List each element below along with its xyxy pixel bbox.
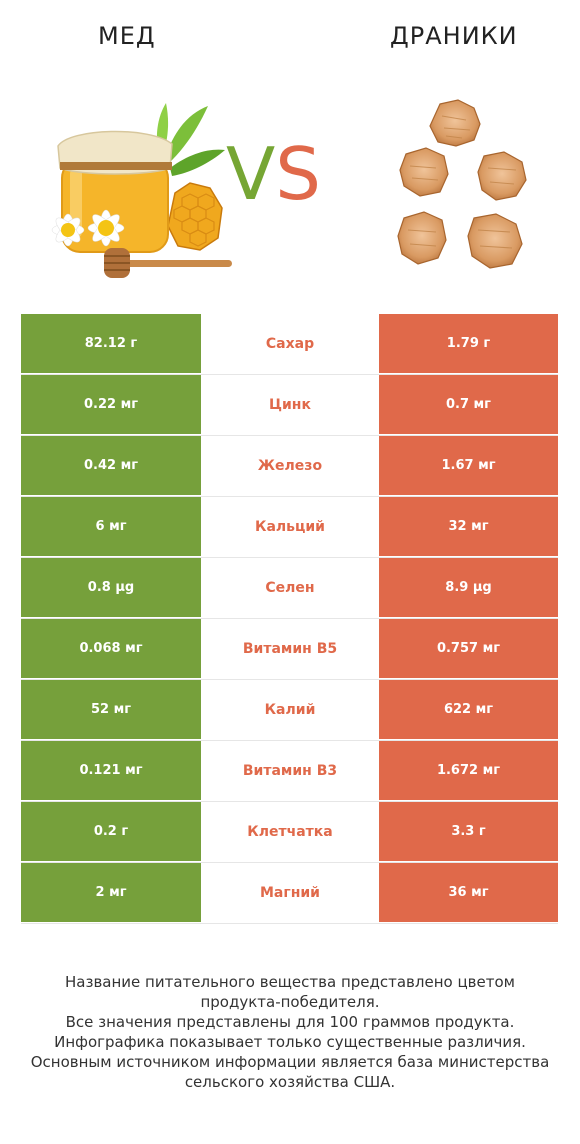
right-value: 1.79 г (379, 314, 558, 373)
table-row: 0.22 мг Цинк 0.7 мг (21, 375, 558, 436)
footnote: Название питательного вещества представл… (20, 972, 560, 1092)
nutrient-name: Кальций (201, 497, 379, 556)
vs-v-letter: V (226, 132, 276, 216)
right-value: 0.757 мг (379, 619, 558, 678)
vs-s-letter: S (275, 132, 321, 216)
table-row: 52 мг Калий 622 мг (21, 680, 558, 741)
footnote-line: продукта-победителя. (200, 993, 380, 1011)
left-value: 0.121 мг (21, 741, 201, 800)
honey-jar-image (51, 103, 232, 278)
right-value: 36 мг (379, 863, 558, 922)
nutrient-name: Цинк (201, 375, 379, 434)
footnote-line: Инфографика показывает только существенн… (54, 1033, 526, 1051)
potato-pancakes-image (397, 99, 527, 269)
nutrient-name: Магний (201, 863, 379, 922)
table-row: 2 мг Магний 36 мг (21, 863, 558, 924)
table-row: 0.8 µg Селен 8.9 µg (21, 558, 558, 619)
right-value: 622 мг (379, 680, 558, 739)
nutrient-name: Селен (201, 558, 379, 617)
right-value: 32 мг (379, 497, 558, 556)
left-value: 0.42 мг (21, 436, 201, 495)
nutrient-name: Калий (201, 680, 379, 739)
left-value: 6 мг (21, 497, 201, 556)
left-value: 0.068 мг (21, 619, 201, 678)
left-value: 52 мг (21, 680, 201, 739)
table-row: 0.42 мг Железо 1.67 мг (21, 436, 558, 497)
nutrient-name: Сахар (201, 314, 379, 373)
right-value: 1.672 мг (379, 741, 558, 800)
footnote-line: Все значения представлены для 100 граммо… (65, 1013, 515, 1031)
table-row: 0.2 г Клетчатка 3.3 г (21, 802, 558, 863)
nutrient-name: Витамин B3 (201, 741, 379, 800)
left-product-title: МЕД (98, 22, 156, 50)
left-value: 82.12 г (21, 314, 201, 373)
footnote-line: сельского хозяйства США. (184, 1073, 396, 1091)
footnote-line: Основным источником информации является … (30, 1053, 550, 1071)
right-value: 1.67 мг (379, 436, 558, 495)
table-row: 6 мг Кальций 32 мг (21, 497, 558, 558)
nutrient-name: Витамин B5 (201, 619, 379, 678)
right-value: 3.3 г (379, 802, 558, 861)
table-row: 0.121 мг Витамин B3 1.672 мг (21, 741, 558, 802)
vs-label: VS (226, 138, 321, 210)
left-value: 0.8 µg (21, 558, 201, 617)
right-value: 0.7 мг (379, 375, 558, 434)
right-product-title: ДРАНИКИ (390, 22, 518, 50)
table-row: 82.12 г Сахар 1.79 г (21, 314, 558, 375)
nutrient-name: Железо (201, 436, 379, 495)
right-value: 8.9 µg (379, 558, 558, 617)
comparison-table: 82.12 г Сахар 1.79 г 0.22 мг Цинк 0.7 мг 0.42 … (21, 314, 558, 924)
footnote-line: Название питательного вещества представл… (65, 973, 515, 991)
left-value: 0.2 г (21, 802, 201, 861)
left-value: 2 мг (21, 863, 201, 922)
left-value: 0.22 мг (21, 375, 201, 434)
nutrient-name: Клетчатка (201, 802, 379, 861)
table-row: 0.068 мг Витамин B5 0.757 мг (21, 619, 558, 680)
